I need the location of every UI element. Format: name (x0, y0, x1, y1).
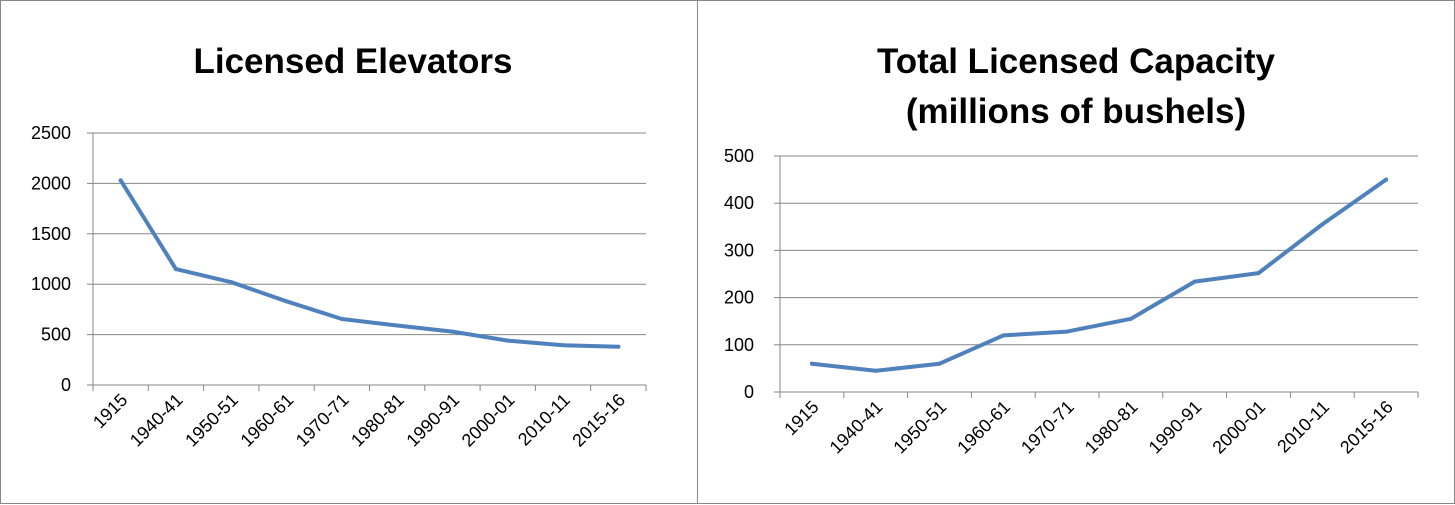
y-tick-label: 100 (724, 335, 754, 355)
data-point (173, 267, 178, 272)
y-tick-label: 400 (724, 193, 754, 213)
x-tick-label: 1960-61 (953, 397, 1014, 458)
y-tick-label: 2500 (31, 123, 71, 143)
x-tick-label: 2015-16 (568, 390, 629, 451)
data-point (450, 329, 455, 334)
x-tick-label: 1970-71 (292, 390, 353, 451)
x-tick-label: 2010-11 (514, 390, 574, 450)
x-tick-label: 1990-91 (1145, 397, 1206, 458)
x-tick-label: 1950-51 (889, 397, 950, 458)
y-tick-label: 0 (61, 375, 71, 395)
data-point (616, 344, 621, 349)
data-point (118, 178, 123, 183)
data-point (229, 280, 234, 285)
data-point (339, 316, 344, 321)
data-point (505, 338, 510, 343)
x-tick-label: 1915 (780, 397, 822, 439)
y-tick-label: 1500 (31, 224, 71, 244)
data-point (1384, 177, 1389, 182)
data-point (1128, 316, 1133, 321)
x-tick-label: 1990-91 (402, 390, 463, 451)
y-tick-label: 0 (744, 382, 754, 402)
data-point (1320, 222, 1325, 227)
chart-panel-total-licensed-capacity: Total Licensed Capacity (millions of bush… (697, 0, 1455, 504)
y-tick-label: 500 (41, 325, 71, 345)
x-tick-label: 1970-71 (1017, 397, 1078, 458)
x-tick-label: 2000-01 (1208, 397, 1269, 458)
x-tick-label: 1940-41 (826, 397, 887, 458)
x-tick-label: 1980-81 (1081, 397, 1142, 458)
y-tick-label: 2000 (31, 173, 71, 193)
x-tick-label: 1960-61 (237, 390, 298, 451)
x-tick-label: 2010-11 (1273, 397, 1333, 457)
chart-title-line: Total Licensed Capacity (877, 42, 1276, 81)
data-point (395, 323, 400, 328)
y-tick-label: 200 (724, 288, 754, 308)
x-tick-label: 1915 (89, 390, 131, 432)
series-line (809, 177, 1389, 373)
data-point (1001, 333, 1006, 338)
data-point (561, 343, 566, 348)
data-point (1256, 271, 1261, 276)
x-tick-label: 2000-01 (458, 390, 519, 451)
y-tick-label: 500 (724, 146, 754, 166)
chart-title-line: (millions of bushels) (906, 92, 1246, 131)
data-point (937, 361, 942, 366)
x-tick-label: 1950-51 (181, 390, 242, 451)
data-point (1192, 279, 1197, 284)
x-tick-label: 1940-41 (126, 390, 187, 451)
x-tick-label: 1980-81 (347, 390, 408, 451)
chart-title-line: Licensed Elevators (193, 42, 512, 81)
data-point (873, 368, 878, 373)
licensed-elevators-chart: Licensed Elevators 0 500 1000 1500 2000 2500 19… (31, 42, 647, 451)
y-tick-label: 1000 (31, 274, 71, 294)
data-point (1065, 329, 1070, 334)
data-point (809, 361, 814, 366)
data-point (284, 299, 289, 304)
y-tick-label: 300 (724, 240, 754, 260)
x-tick-label: 2015-16 (1336, 397, 1397, 458)
series-line (118, 178, 621, 349)
chart-panel-licensed-elevators: Licensed Elevators 0 500 1000 1500 2000 2500 19… (0, 0, 698, 504)
total-licensed-capacity-chart: Total Licensed Capacity (millions of bush… (724, 42, 1419, 458)
